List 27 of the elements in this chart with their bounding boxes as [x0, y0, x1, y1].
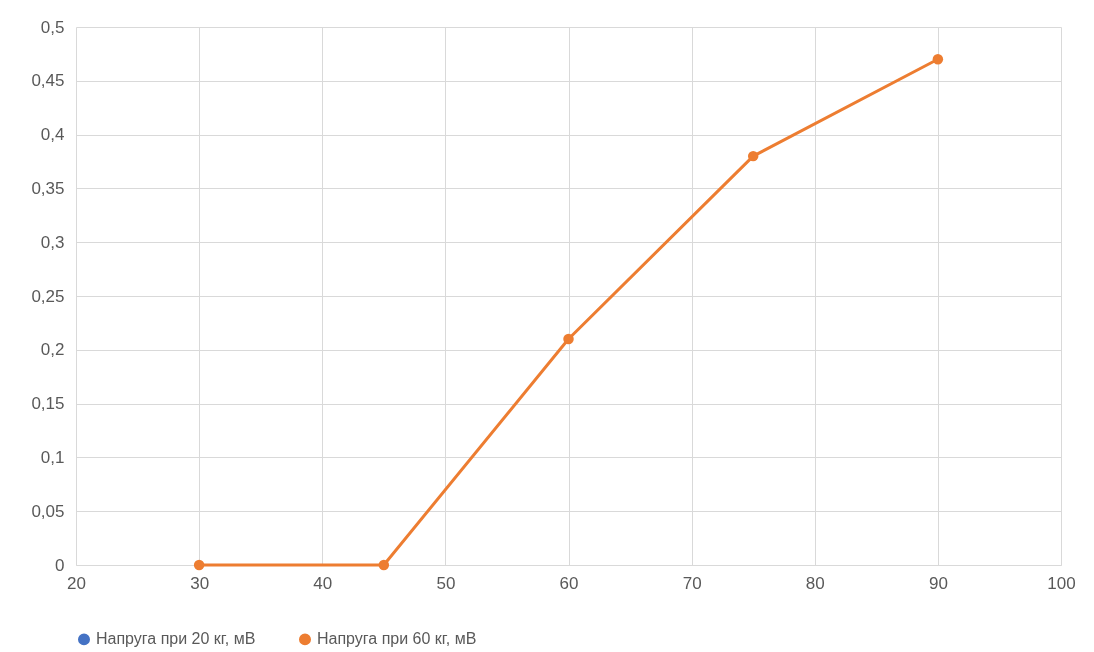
y-tick-label: 0,05: [31, 501, 65, 521]
point: [747, 150, 759, 162]
y-tick-label: 0,2: [40, 340, 65, 360]
y-tick-label: 0,5: [40, 17, 65, 37]
y-tick-label: 0,15: [31, 394, 65, 414]
y-tick-label: 0,35: [31, 178, 65, 198]
legend-label: Напруга при 60 кг, мВ: [317, 630, 477, 648]
y-tick-label: 0,25: [31, 286, 65, 306]
y-tick-label: 0: [55, 555, 65, 575]
point: [563, 333, 574, 345]
x-tick-label: 30: [190, 573, 210, 593]
x-tick-label: 20: [67, 573, 86, 593]
x-tick-label: 90: [928, 573, 948, 593]
legend-label: Напруга при 20 кг, мВ: [96, 630, 256, 648]
x-tick-label: 60: [559, 573, 579, 593]
y-tick-label: 0,45: [31, 71, 65, 91]
y-tick-label: 0,3: [40, 232, 65, 252]
point: [378, 559, 390, 571]
x-tick-label: 50: [436, 573, 456, 593]
y-tick-label: 0,1: [40, 447, 65, 467]
x-tick-label: 70: [682, 573, 702, 593]
y-tick-label: 0,4: [40, 125, 65, 145]
point: [193, 559, 205, 571]
x-tick-label: 40: [313, 573, 333, 593]
point: [932, 54, 944, 65]
x-tick-label: 100: [1047, 573, 1076, 593]
x-tick-label: 80: [805, 573, 825, 593]
